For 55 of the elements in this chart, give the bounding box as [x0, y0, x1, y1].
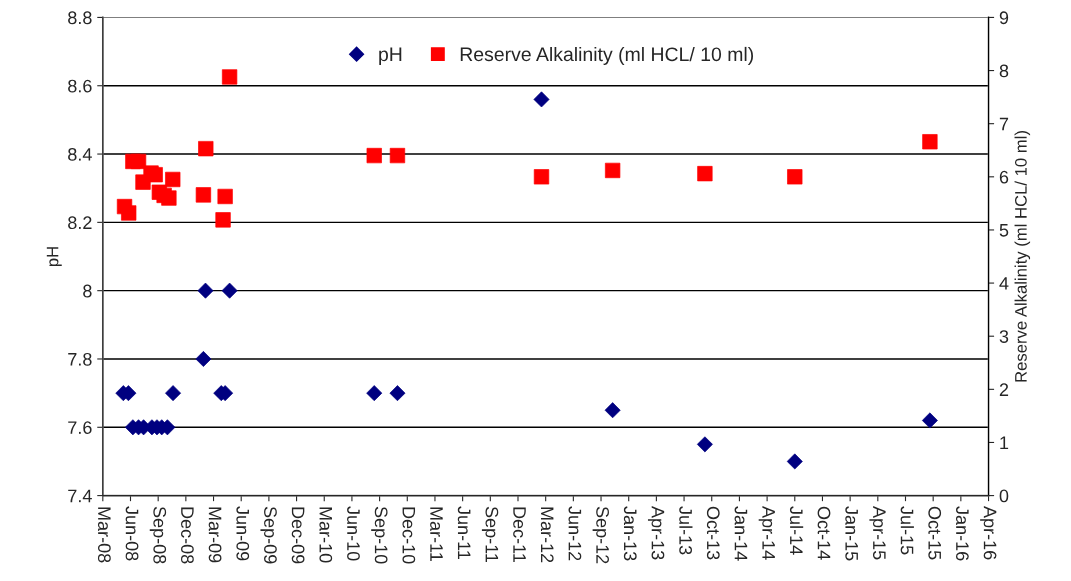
y-tick-label: 7.6: [68, 421, 92, 434]
x-tick-label: Sep-11: [481, 506, 499, 563]
x-tick-label: Dec-09: [291, 507, 305, 564]
x-tick-label: Jul-13: [679, 506, 693, 555]
y2-tick-label: 3: [999, 330, 1009, 343]
legend-label: Reserve Alkalinity (ml HCL/ 10 ml): [460, 46, 753, 66]
x-tick-label: Oct-13: [706, 506, 720, 560]
x-tick-label: Oct-14: [817, 506, 831, 560]
x-tick-label: Mar-10: [319, 507, 333, 563]
x-tick-label: Jun-09: [236, 506, 250, 561]
x-tick-label: Apr-16: [980, 506, 997, 560]
x-tick-label: Jun-11: [457, 506, 471, 559]
x-tick-label: Jun-10: [347, 506, 360, 561]
y2-tick-label: 2: [999, 383, 1009, 396]
y2-tick-label: 5: [999, 224, 1009, 237]
x-tick-label: Sep-08: [149, 506, 167, 564]
y-axis-title: pH: [46, 247, 62, 267]
y-tick-label: 8.8: [68, 11, 92, 25]
y-tick-label: 8: [83, 284, 92, 298]
x-tick-label: Oct-15: [928, 506, 942, 560]
y2-tick-label: 9: [999, 11, 1009, 25]
y-tick-label: 8.6: [68, 79, 92, 93]
x-tick-label: Jan-14: [734, 506, 748, 561]
x-tick-label: Dec-08: [181, 507, 194, 564]
x-tick-label: Jan-16: [956, 506, 969, 561]
x-tick-label: Apr-15: [869, 506, 886, 560]
x-tick-label: Dec-11: [513, 507, 526, 562]
y2-tick-label: 8: [999, 64, 1009, 78]
x-tick-label: Jan-15: [845, 506, 858, 561]
x-tick-label: Mar-09: [208, 507, 222, 563]
y-tick-label: 8.2: [68, 216, 92, 230]
y-tick-label: 7.8: [68, 352, 92, 366]
x-tick-label: Jun-12: [568, 506, 582, 561]
y2-tick-label: 7: [999, 117, 1009, 131]
y-tick-label: 8.4: [68, 147, 92, 161]
y2-tick-label: 4: [999, 277, 1009, 290]
x-tick-label: Jul-15: [900, 506, 914, 555]
x-tick-label: Jul-14: [789, 506, 804, 555]
x-tick-label: Apr-13: [647, 506, 665, 560]
y2-axis-title: Reserve Alkalinity (ml HCL/ 10 ml): [1014, 131, 1031, 382]
y2-tick-label: 1: [1000, 436, 1009, 450]
y-tick-label: 7.4: [68, 489, 92, 503]
x-tick-label: Apr-14: [758, 506, 775, 560]
x-tick-label: Jun-08: [125, 506, 139, 561]
x-tick-label: Sep-12: [592, 506, 609, 564]
x-tick-label: Mar-08: [97, 507, 111, 563]
x-tick-label: Mar-12: [540, 507, 554, 563]
x-tick-label: Sep-09: [260, 506, 277, 564]
x-tick-label: Dec-10: [402, 507, 416, 564]
y2-tick-label: 6: [999, 170, 1009, 184]
legend-label: pH: [379, 47, 402, 66]
y2-tick-label: 0: [999, 489, 1009, 503]
x-tick-label: Sep-10: [371, 506, 388, 564]
x-tick-label: Jan-13: [623, 506, 637, 561]
x-tick-label: Mar-11: [430, 507, 443, 561]
